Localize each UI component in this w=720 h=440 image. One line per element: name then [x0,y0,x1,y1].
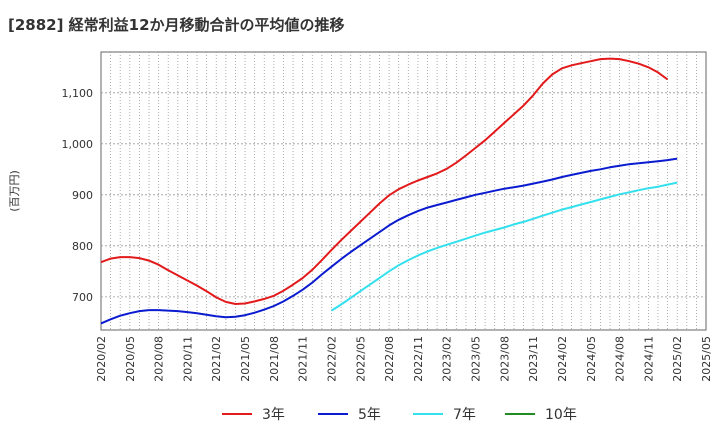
x-tick-label: 2021/08 [268,336,281,382]
x-tick-label: 2025/02 [671,336,684,382]
y-axis-label: (百万円) [8,170,21,212]
y-tick-label: 800 [72,240,93,253]
series-layer [100,57,678,325]
x-tick-label: 2022/02 [325,336,338,382]
y-tick-label: 700 [72,291,93,304]
x-tick-label: 2023/08 [498,336,511,382]
axis-layer: 700 800 900 1,000 1,100 2020/02 2020/05 2020/08… [8,87,713,382]
x-tick-label: 2024/02 [556,336,569,382]
x-tick-label: 2020/11 [181,336,194,382]
series-line-1 [100,57,669,305]
series-line-3 [330,181,678,312]
x-tick-label: 2023/02 [441,336,454,382]
x-tick-label: 2022/05 [354,336,367,382]
y-tick-label: 1,100 [62,87,94,100]
x-tick-label: 2022/08 [383,336,396,382]
x-tick-label: 2024/11 [642,336,655,382]
legend: 3年 5年 7年 10年 [222,407,577,423]
legend-label-4: 10年 [545,407,577,423]
plot-area [100,51,707,331]
legend-label-1: 3年 [262,407,285,423]
x-tick-label: 2020/08 [153,336,166,382]
legend-label-2: 5年 [358,407,381,423]
x-tick-label: 2025/05 [700,336,713,382]
x-tick-label: 2023/11 [527,336,540,382]
series-line-2 [100,157,678,325]
x-tick-label: 2022/11 [412,336,425,382]
x-tick-label: 2021/02 [210,336,223,382]
x-tick-label: 2023/05 [470,336,483,382]
x-tick-label: 2021/11 [297,336,310,382]
y-tick-label: 1,000 [62,138,94,151]
x-tick-label: 2024/05 [585,336,598,382]
x-tick-label: 2021/05 [239,336,252,382]
x-tick-label: 2020/05 [124,336,137,382]
legend-label-3: 7年 [453,407,476,423]
x-tick-label: 2024/08 [614,336,627,382]
x-tick-label: 2020/02 [95,336,108,382]
y-tick-label: 900 [72,189,93,202]
grid-layer [100,51,707,331]
chart-title: [2882] 経常利益12か月移動合計の平均値の推移 [8,16,345,34]
